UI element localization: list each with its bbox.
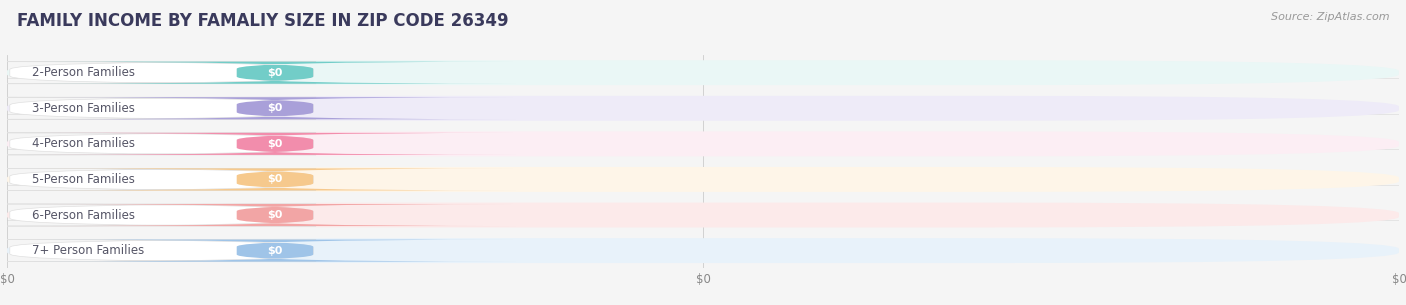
FancyBboxPatch shape bbox=[35, 240, 515, 262]
Text: Source: ZipAtlas.com: Source: ZipAtlas.com bbox=[1271, 12, 1389, 22]
Text: $0: $0 bbox=[267, 103, 283, 113]
Text: 7+ Person Families: 7+ Person Families bbox=[32, 244, 145, 257]
FancyBboxPatch shape bbox=[7, 238, 1399, 263]
Text: 2-Person Families: 2-Person Families bbox=[32, 66, 135, 79]
Text: 3-Person Families: 3-Person Families bbox=[32, 102, 135, 115]
FancyBboxPatch shape bbox=[7, 167, 1399, 192]
FancyBboxPatch shape bbox=[35, 97, 515, 119]
FancyBboxPatch shape bbox=[7, 204, 316, 226]
FancyBboxPatch shape bbox=[35, 133, 515, 155]
FancyBboxPatch shape bbox=[7, 168, 316, 190]
Text: $0: $0 bbox=[267, 246, 283, 256]
Text: FAMILY INCOME BY FAMALIY SIZE IN ZIP CODE 26349: FAMILY INCOME BY FAMALIY SIZE IN ZIP COD… bbox=[17, 12, 509, 30]
FancyBboxPatch shape bbox=[7, 96, 1399, 121]
Text: $0: $0 bbox=[267, 174, 283, 185]
FancyBboxPatch shape bbox=[7, 203, 1399, 228]
FancyBboxPatch shape bbox=[7, 97, 316, 119]
FancyBboxPatch shape bbox=[35, 204, 515, 226]
Text: $0: $0 bbox=[267, 139, 283, 149]
Text: 4-Person Families: 4-Person Families bbox=[32, 137, 135, 150]
FancyBboxPatch shape bbox=[7, 133, 316, 155]
FancyBboxPatch shape bbox=[7, 60, 1399, 85]
Text: $0: $0 bbox=[267, 68, 283, 78]
FancyBboxPatch shape bbox=[7, 131, 1399, 156]
Text: 6-Person Families: 6-Person Families bbox=[32, 209, 135, 221]
FancyBboxPatch shape bbox=[7, 62, 316, 84]
FancyBboxPatch shape bbox=[35, 62, 515, 84]
Text: $0: $0 bbox=[267, 210, 283, 220]
Text: 5-Person Families: 5-Person Families bbox=[32, 173, 135, 186]
FancyBboxPatch shape bbox=[35, 168, 515, 190]
FancyBboxPatch shape bbox=[7, 240, 316, 262]
